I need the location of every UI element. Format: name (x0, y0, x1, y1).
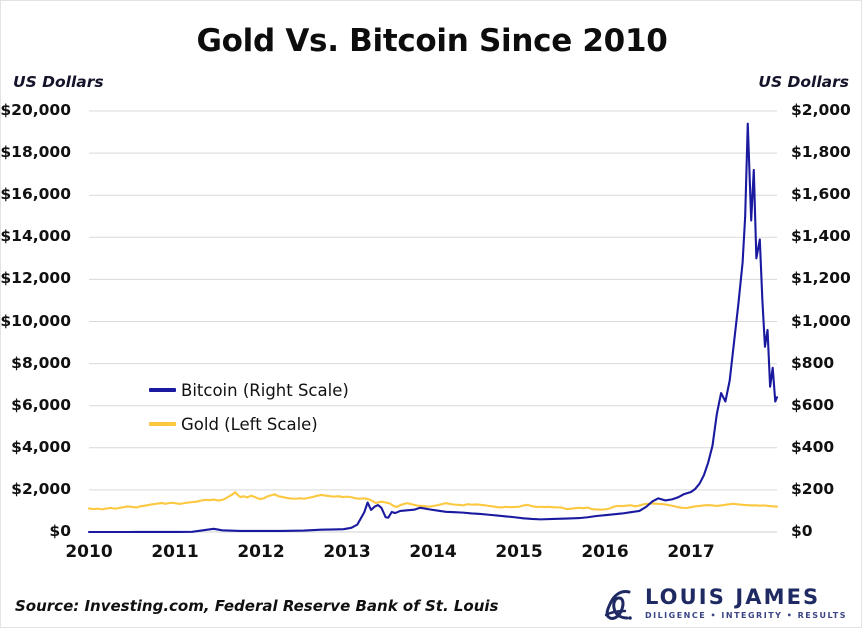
left-axis-tick-label: $0 (49, 522, 71, 540)
right-axis-tick-label: $1,400 (791, 227, 851, 246)
right-axis-tick-label: $2,000 (791, 101, 851, 119)
chart-title: Gold Vs. Bitcoin Since 2010 (196, 23, 668, 59)
chart-legend: Bitcoin (Right Scale) Gold (Left Scale) (149, 373, 399, 441)
legend-label-bitcoin: Bitcoin (Right Scale) (181, 380, 349, 400)
source-attribution: Source: Investing.com, Federal Reserve B… (15, 597, 499, 615)
left-axis-tick-label: $6,000 (11, 395, 71, 414)
brand-name: LOUIS JAMES (644, 585, 821, 609)
right-axis-tick-label: $1,200 (791, 269, 851, 288)
x-axis-tick-label: 2016 (581, 542, 629, 562)
right-axis-tick-label: $600 (791, 395, 835, 414)
left-axis-tick-label: $10,000 (0, 311, 71, 330)
legend-label-gold: Gold (Left Scale) (181, 414, 318, 434)
right-axis-tick-label: $200 (791, 479, 835, 498)
gold-color-swatch-icon (149, 422, 176, 426)
right-axis-tick-label: $400 (791, 437, 835, 456)
brand-tagline: DILIGENCE • INTEGRITY • RESULTS (644, 611, 847, 620)
left-axis-tick-label: $16,000 (0, 185, 71, 204)
left-axis-tick-label: $20,000 (0, 101, 71, 119)
right-axis-unit-label: US Dollars (758, 73, 849, 91)
x-axis-tick-label: 2012 (237, 542, 285, 562)
gold-line-series (87, 491, 779, 511)
right-axis-tick-label: $1,800 (791, 143, 851, 162)
x-axis-tick-label: 2011 (151, 542, 199, 562)
left-axis-tick-label: $18,000 (0, 143, 71, 162)
gridlines-group (89, 110, 777, 533)
left-axis-tick-label: $8,000 (11, 353, 71, 372)
x-axis-tick-label: 2015 (495, 542, 543, 562)
louis-james-monogram-icon (604, 590, 632, 620)
right-axis-tick-label: $1,000 (791, 311, 851, 330)
bitcoin-color-swatch-icon (149, 388, 176, 392)
left-axis-unit-label: US Dollars (13, 73, 104, 91)
right-axis-tick-label: $800 (791, 353, 835, 372)
x-axis-tick-label: 2017 (667, 542, 715, 562)
right-axis-tick-label: $0 (791, 522, 813, 540)
legend-item-gold: Gold (Left Scale) (149, 407, 399, 441)
left-axis-tick-label: $2,000 (11, 479, 71, 498)
left-axis-tick-label: $12,000 (0, 269, 71, 288)
legend-item-bitcoin: Bitcoin (Right Scale) (149, 373, 399, 407)
left-axis-tick-label: $14,000 (0, 227, 71, 246)
right-axis-tick-label: $1,600 (791, 185, 851, 204)
bitcoin-line-series (87, 122, 779, 534)
x-axis-tick-label: 2014 (409, 542, 457, 562)
brand-logo: LOUIS JAMES DILIGENCE • INTEGRITY • RESU… (598, 584, 847, 625)
left-axis-tick-label: $4,000 (11, 437, 71, 456)
plot-area (87, 110, 779, 534)
chart-plot-svg (87, 110, 779, 534)
x-axis-tick-label: 2010 (65, 542, 113, 562)
brand-text-block: LOUIS JAMES DILIGENCE • INTEGRITY • RESU… (645, 584, 847, 620)
x-axis-tick-label: 2013 (323, 542, 371, 562)
